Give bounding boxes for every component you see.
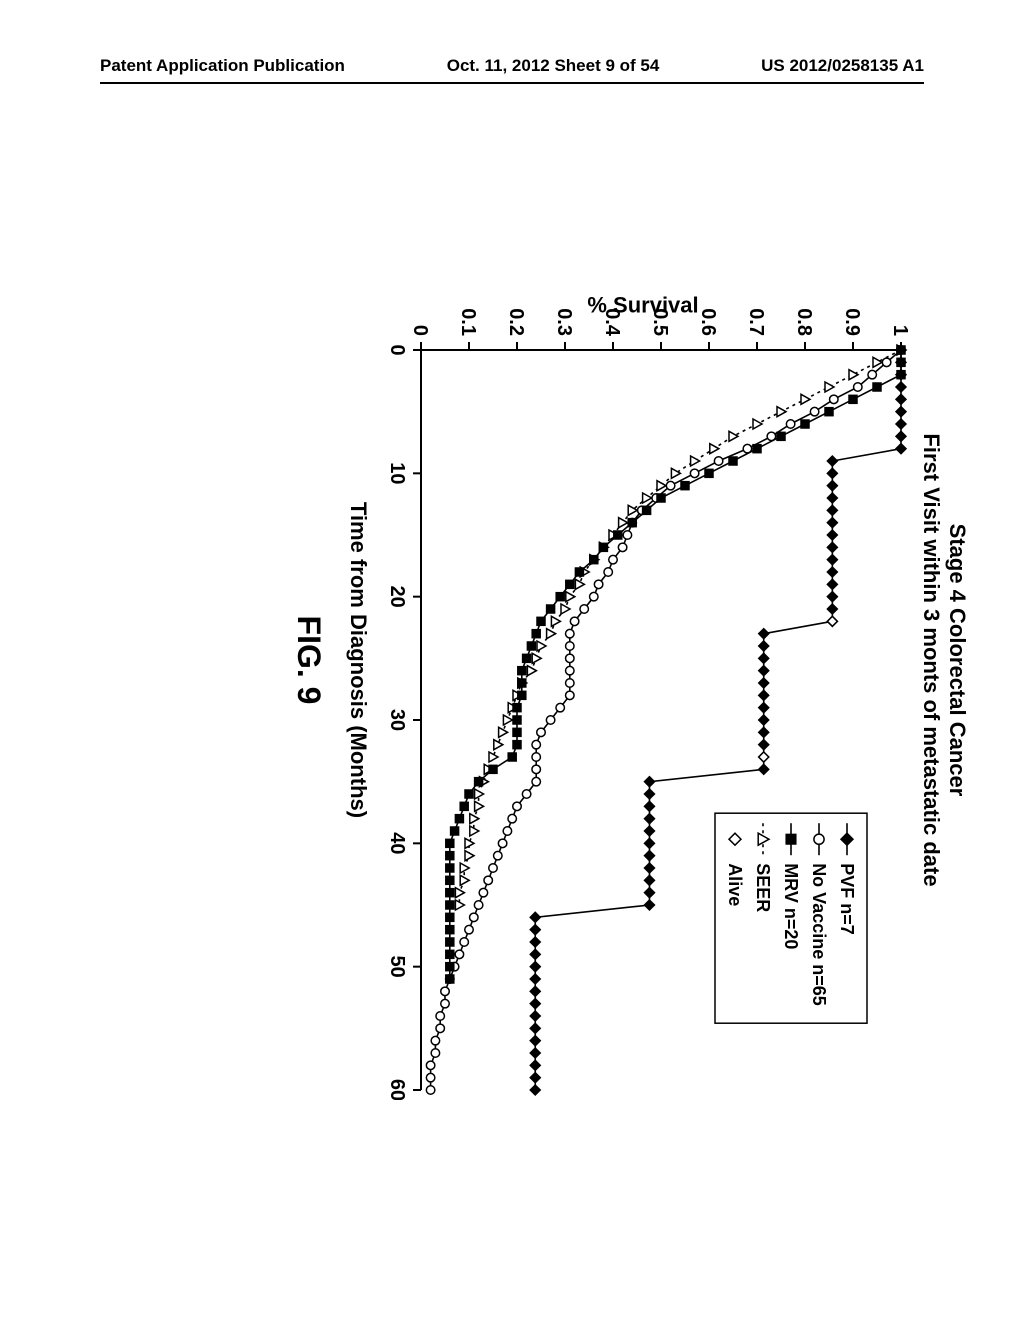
- svg-text:10: 10: [386, 462, 408, 484]
- y-axis-label: % Survival: [588, 293, 699, 319]
- svg-text:60: 60: [386, 1079, 408, 1100]
- svg-text:MRV n=20: MRV n=20: [781, 863, 801, 949]
- svg-text:50: 50: [386, 956, 408, 978]
- svg-text:0.7: 0.7: [745, 308, 767, 336]
- survival-chart: 010203040506000.10.20.30.40.50.60.70.80.…: [375, 280, 911, 1100]
- chart-title: Stage 4 Colorectal Cancer First Visit wi…: [917, 280, 970, 1040]
- svg-text:0: 0: [386, 344, 408, 355]
- svg-text:40: 40: [386, 832, 408, 854]
- figure-label: FIG. 9: [290, 280, 327, 1040]
- svg-text:0.3: 0.3: [553, 308, 575, 336]
- svg-text:PVF n=7: PVF n=7: [837, 863, 857, 935]
- header-rule: [100, 82, 924, 84]
- header-right: US 2012/0258135 A1: [761, 56, 924, 76]
- svg-text:0.1: 0.1: [457, 308, 479, 336]
- chart-title-line1: Stage 4 Colorectal Cancer: [944, 280, 970, 1040]
- svg-text:No Vaccine n=65: No Vaccine n=65: [809, 863, 829, 1006]
- svg-text:30: 30: [386, 709, 408, 731]
- svg-text:SEER: SEER: [753, 863, 773, 912]
- svg-text:20: 20: [386, 586, 408, 608]
- svg-text:0.9: 0.9: [841, 308, 863, 336]
- svg-text:0: 0: [409, 325, 431, 336]
- header-left: Patent Application Publication: [100, 56, 345, 76]
- header-center: Oct. 11, 2012 Sheet 9 of 54: [447, 56, 660, 76]
- chart-title-line2: First Visit within 3 monts of metastatic…: [917, 280, 943, 1040]
- svg-text:0.2: 0.2: [505, 308, 527, 336]
- svg-text:0.8: 0.8: [793, 308, 815, 336]
- x-axis-label: Time from Diagnosis (Months): [345, 280, 371, 1040]
- page-header: Patent Application Publication Oct. 11, …: [0, 56, 1024, 76]
- figure-container: Stage 4 Colorectal Cancer First Visit wi…: [70, 280, 970, 1040]
- svg-text:Alive: Alive: [725, 863, 745, 906]
- svg-text:1: 1: [889, 325, 911, 336]
- svg-text:0.6: 0.6: [697, 308, 719, 336]
